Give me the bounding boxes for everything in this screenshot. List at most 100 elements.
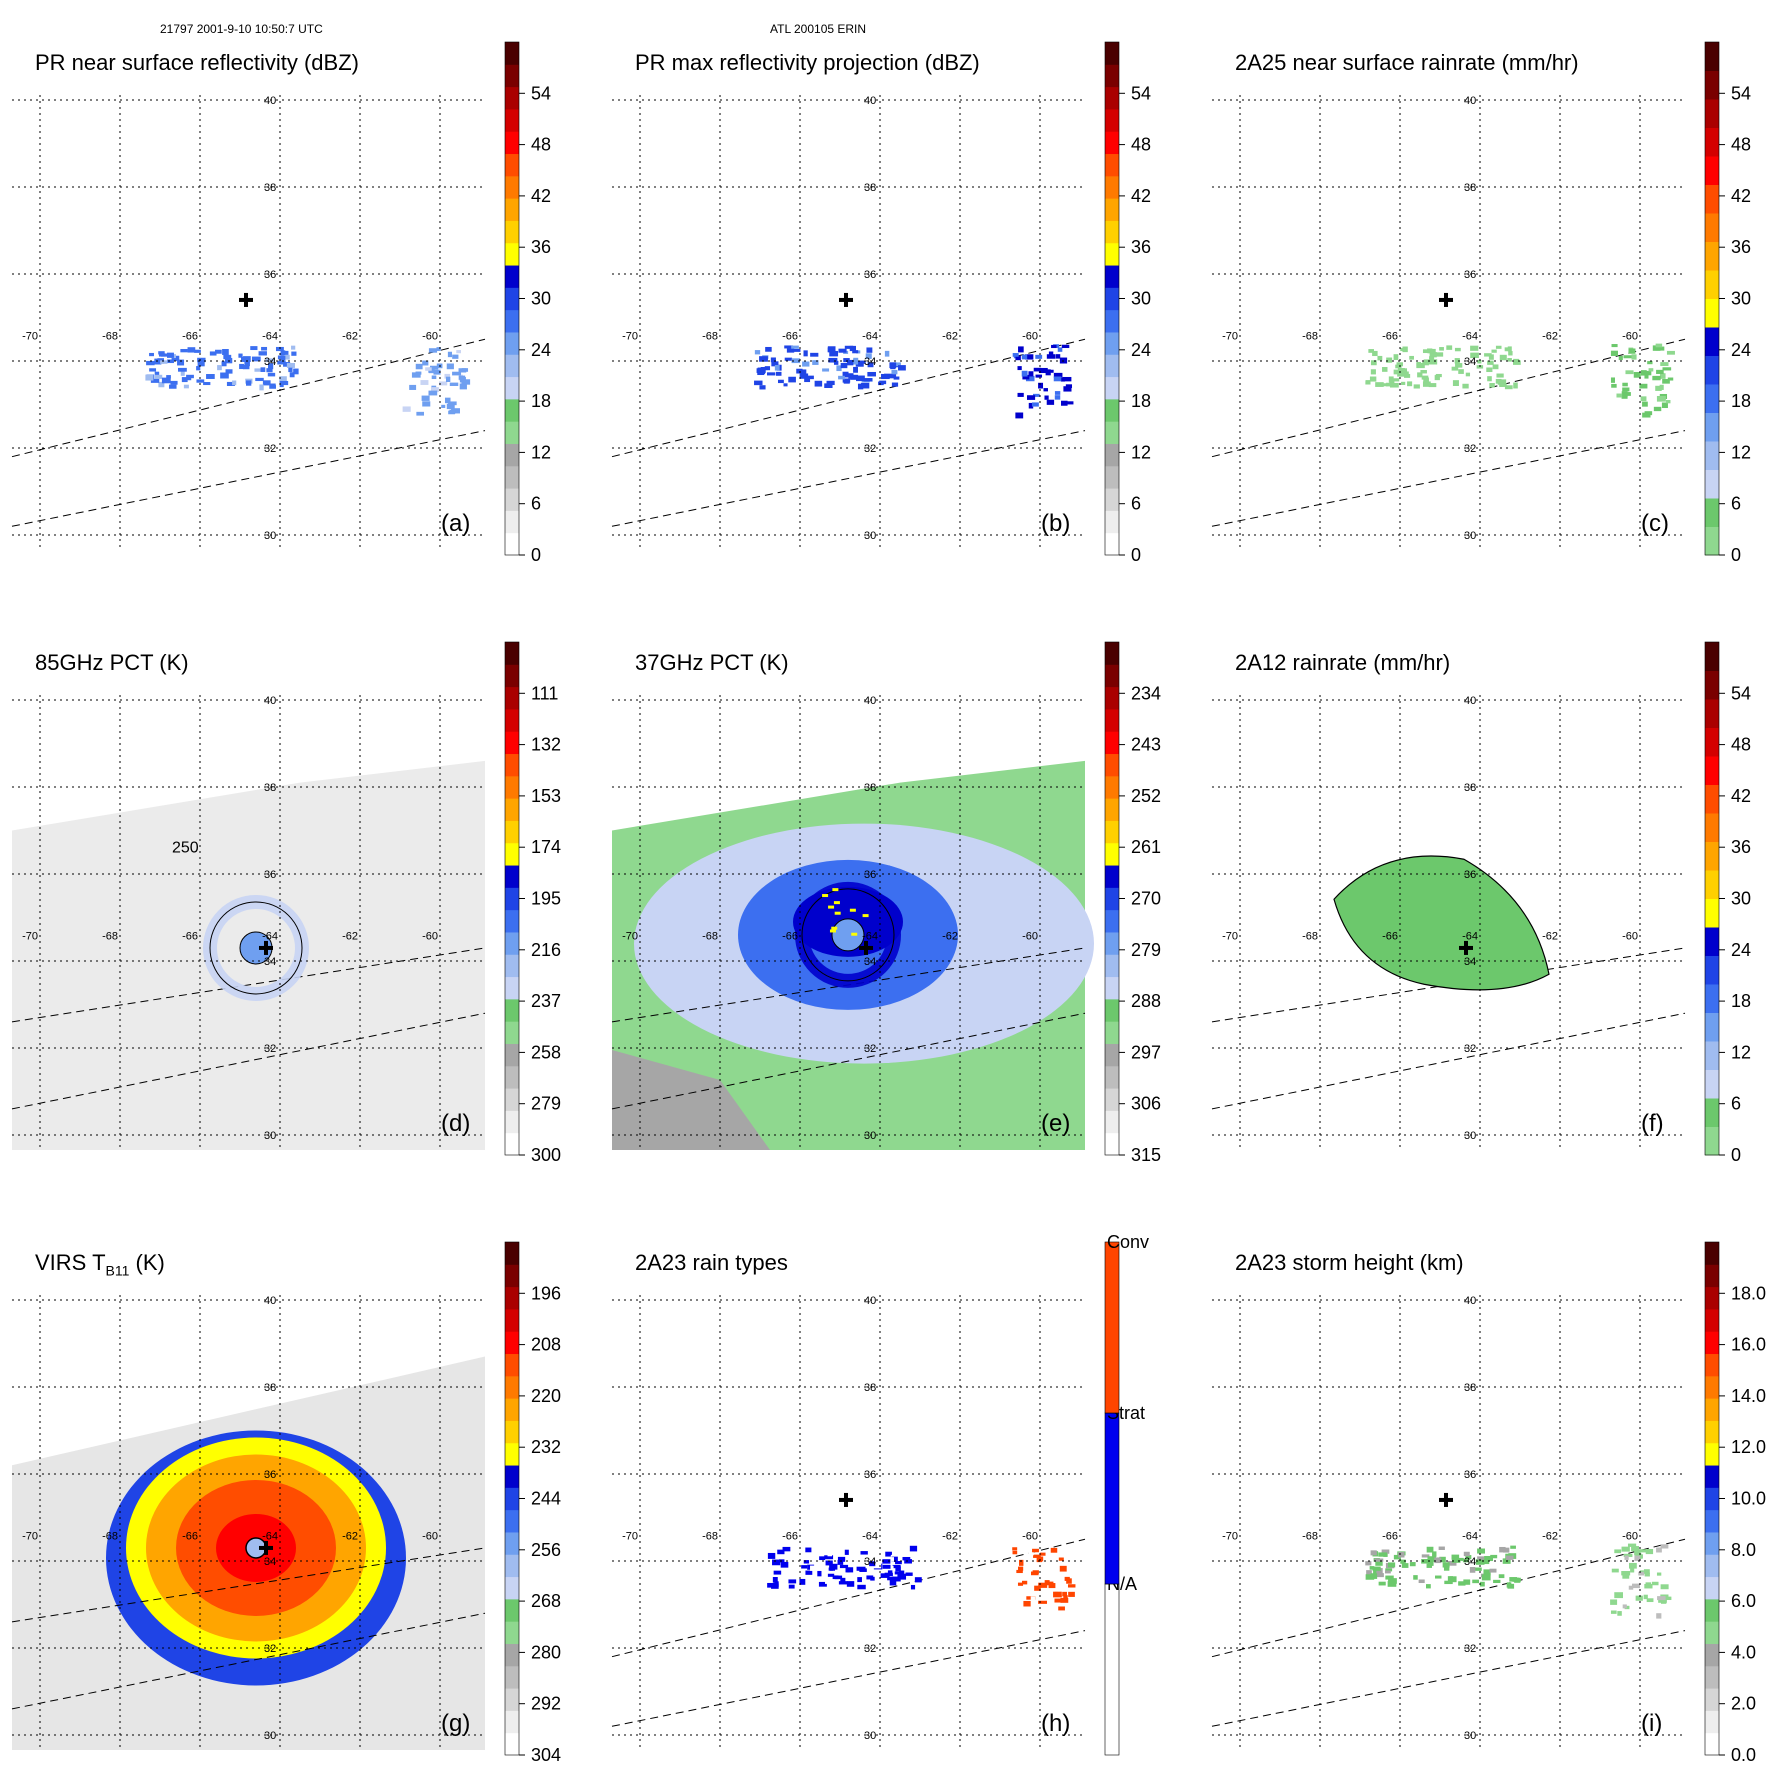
colorbar-tick-label: 18 (1731, 391, 1751, 411)
lat-tick-label: 36 (264, 869, 276, 881)
colorbar: 0 6 12 18 24 30 36 42 48 54 (504, 41, 551, 565)
colorbar: 304 292 280 268 256 244 232 220 208 196 (504, 1241, 561, 1765)
colorbar-tick-label: 30 (1731, 889, 1751, 909)
lon-tick-label: -60 (1022, 930, 1038, 942)
colorbar-tick-label: 12 (531, 442, 551, 462)
lon-tick-label: -60 (1622, 1530, 1638, 1542)
storm-center-marker (1459, 940, 1473, 955)
colorbar-tick-label: 36 (1731, 237, 1751, 257)
tb-warm-region (612, 1050, 770, 1150)
panel-label: (g) (441, 1710, 471, 1737)
colorbar-tick-label: 48 (1731, 135, 1751, 155)
colorbar-tick-label: 18 (1731, 991, 1751, 1011)
lon-tick-label: -64 (262, 330, 278, 342)
lon-tick-label: -70 (1222, 330, 1238, 342)
lon-tick-label: -64 (1462, 930, 1478, 942)
panel-label: (h) (1041, 1710, 1071, 1737)
rainband-feature (1365, 345, 1521, 390)
rainband-feature (1012, 344, 1074, 419)
colorbar-category-label: Conv (1107, 1232, 1149, 1252)
colorbar-tick-label: 12 (1731, 1042, 1751, 1062)
panel-g: -70 -68 -66 -64 -62 -60 40 38 36 34 32 30 304 292 280 2… (0, 1230, 600, 1790)
map-e: -70 -68 -66 -64 -62 -60 40 38 36 34 32 30 315 306 297 2… (611, 641, 1161, 1165)
colorbar-tick-label: 300 (531, 1145, 561, 1165)
lon-tick-label: -62 (942, 1530, 958, 1542)
map-g: -70 -68 -66 -64 -62 -60 40 38 36 34 32 30 304 292 280 2… (11, 1241, 561, 1765)
panel-label: (b) (1041, 510, 1071, 537)
panel-h: -70 -68 -66 -64 -62 -60 40 38 36 34 32 30 N/A Strat Co… (600, 1230, 1200, 1790)
lat-tick-label: 40 (1464, 95, 1476, 107)
lon-tick-label: -70 (622, 330, 638, 342)
colorbar-tick-label: 54 (531, 83, 551, 103)
colorbar-tick-label: 306 (1131, 1094, 1161, 1114)
colorbar: 315 306 297 288 279 270 261 252 243 234 (1104, 641, 1161, 1165)
lat-tick-label: 32 (1464, 1043, 1476, 1055)
storm-center-marker (1439, 1492, 1453, 1507)
lon-tick-label: -60 (1622, 330, 1638, 342)
lat-tick-label: 36 (264, 269, 276, 281)
pr-swath-edge (1211, 430, 1686, 527)
map-i: -70 -68 -66 -64 -62 -60 40 38 36 34 32 30 0.0 2.0 4.0 6… (1211, 1241, 1766, 1765)
colorbar-tick-label: 111 (531, 683, 558, 703)
colorbar-tick-label: 0 (531, 545, 541, 565)
colorbar-tick-label: 252 (1131, 786, 1161, 806)
colorbar-tick-label: 232 (531, 1437, 561, 1457)
colorbar-tick-label: 18 (531, 391, 551, 411)
rainband-feature (402, 347, 471, 416)
lat-tick-label: 32 (264, 1043, 276, 1055)
lon-tick-label: -66 (1382, 930, 1398, 942)
colorbar-tick-label: 24 (1131, 340, 1151, 360)
colorbar-tick-label: 6 (531, 494, 541, 514)
lat-tick-label: 30 (264, 1130, 276, 1142)
panel-title: 2A12 rainrate (mm/hr) (1235, 650, 1451, 675)
lon-tick-label: -66 (1382, 330, 1398, 342)
pr-swath-edge (1211, 1538, 1686, 1658)
lat-tick-label: 30 (1464, 1730, 1476, 1742)
storm-center-marker (239, 292, 253, 307)
panel-label: (f) (1641, 1110, 1664, 1137)
lon-tick-label: -68 (702, 330, 718, 342)
colorbar-tick-label: 12 (1131, 442, 1151, 462)
lat-tick-label: 34 (864, 356, 876, 368)
map-c: -70 -68 -66 -64 -62 -60 40 38 36 34 32 30 0 6 12 18 24 30… (1211, 41, 1751, 565)
panel-c: -70 -68 -66 -64 -62 -60 40 38 36 34 32 30 0 6 12 18 24 30… (1200, 30, 1771, 590)
lat-tick-label: 30 (864, 1130, 876, 1142)
lon-tick-label: -62 (342, 930, 358, 942)
lat-tick-label: 38 (264, 782, 276, 794)
lon-tick-label: -68 (102, 930, 118, 942)
colorbar: 0 6 12 18 24 30 36 42 48 54 (1704, 641, 1751, 1165)
colorbar-tick-label: 54 (1731, 83, 1751, 103)
lon-tick-label: -68 (1302, 1530, 1318, 1542)
lat-tick-label: 36 (864, 269, 876, 281)
lat-tick-label: 40 (264, 95, 276, 107)
colorbar-tick-label: 304 (531, 1745, 561, 1765)
lat-tick-label: 32 (864, 1643, 876, 1655)
colorbar-tick-label: 42 (1731, 186, 1751, 206)
lat-tick-label: 38 (264, 1382, 276, 1394)
panel-title: PR max reflectivity projection (dBZ) (635, 50, 980, 75)
lon-tick-label: -66 (182, 330, 198, 342)
lat-tick-label: 40 (264, 695, 276, 707)
lon-tick-label: -70 (622, 930, 638, 942)
colorbar: 0.0 2.0 4.0 6.0 8.0 10.0 12.0 14.0 16.0 18.0 (1704, 1241, 1766, 1765)
lon-tick-label: -66 (1382, 1530, 1398, 1542)
lon-tick-label: -64 (262, 930, 278, 942)
latlon-grid (1212, 695, 1685, 1150)
colorbar-tick-label: 0 (1731, 545, 1741, 565)
panel-d: -70 -68 -66 -64 -62 -60 40 38 36 34 32 30 250 300 279 2… (0, 630, 600, 1190)
lat-tick-label: 40 (1464, 695, 1476, 707)
lon-tick-label: -60 (422, 930, 438, 942)
lat-tick-label: 30 (264, 530, 276, 542)
latlon-grid (612, 695, 1085, 1150)
panel-label: (d) (441, 1110, 471, 1137)
map-a: -70 -68 -66 -64 -62 -60 40 38 36 34 32 30 0 6 12 18 24 30… (11, 41, 551, 565)
lat-tick-label: 38 (264, 182, 276, 194)
colorbar-tick-label: 258 (531, 1042, 561, 1062)
lat-tick-label: 36 (1464, 869, 1476, 881)
rainband-feature (1365, 1545, 1521, 1589)
panel-label: (i) (1641, 1710, 1663, 1737)
pr-swath-edge (11, 338, 486, 458)
pr-swath-edge (1211, 338, 1686, 458)
colorbar-tick-label: 153 (531, 786, 561, 806)
colorbar-segment (1104, 1241, 1120, 1414)
